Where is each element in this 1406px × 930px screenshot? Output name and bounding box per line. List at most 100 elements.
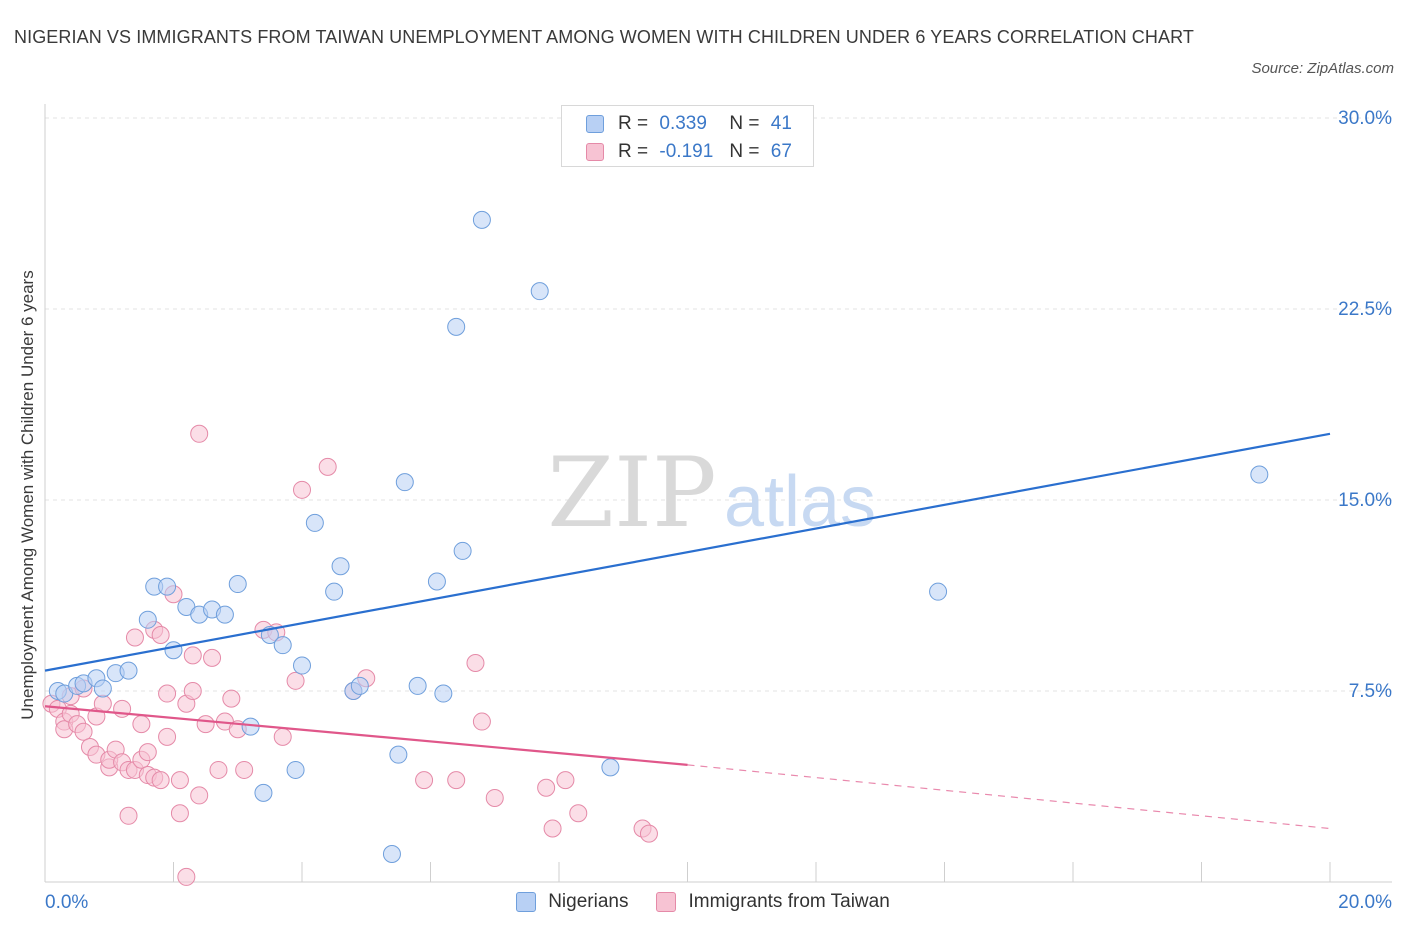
legend-swatch-pink <box>586 143 604 161</box>
nigerian-point <box>305 513 324 532</box>
nigerian-trend-line <box>44 432 1331 672</box>
nigerian-point <box>395 473 414 492</box>
nigerian-point <box>228 575 247 594</box>
legend-n-label: N = <box>729 141 760 162</box>
gridlines <box>45 117 1392 692</box>
nigerian-point <box>1250 465 1269 484</box>
series-legend: Nigerians Immigrants from Taiwan <box>0 888 1406 916</box>
nigerian-point <box>93 679 112 698</box>
taiwan-point <box>119 806 138 825</box>
nigerian-point <box>164 641 183 660</box>
nigerian-point <box>382 844 401 863</box>
tick-labels: 7.5% 15.0% 22.5% 30.0% 0.0% 20.0% <box>45 108 1392 913</box>
taiwan-trend-extension <box>687 764 1331 830</box>
taiwan-point <box>543 819 562 838</box>
taiwan-point <box>183 646 202 665</box>
nigerian-point <box>530 282 549 301</box>
nigerian-point <box>472 210 491 229</box>
watermark-zip: ZIP <box>547 437 716 549</box>
taiwan-point <box>158 727 177 746</box>
taiwan-point <box>151 625 170 644</box>
taiwan-point <box>183 682 202 700</box>
taiwan-point <box>170 804 189 823</box>
taiwan-point <box>556 771 575 790</box>
legend-n-value: 67 <box>770 141 792 162</box>
taiwan-point <box>415 771 434 790</box>
taiwan-point <box>537 778 556 797</box>
nigerian-point <box>350 676 369 695</box>
taiwan-point <box>466 653 485 672</box>
taiwan-point <box>286 671 305 690</box>
nigerian-point <box>929 582 948 601</box>
taiwan-point <box>293 480 311 499</box>
taiwan-point <box>639 824 658 843</box>
taiwan-point <box>447 771 466 790</box>
taiwan-point <box>485 788 504 807</box>
chart-source: Source: ZipAtlas.com <box>1251 60 1394 77</box>
legend-row-nigerians: R = 0.339 N = 41 <box>586 112 792 136</box>
nigerian-point <box>447 317 466 336</box>
legend-n-value: 41 <box>770 113 792 134</box>
taiwan-point <box>209 760 228 779</box>
nigerian-point <box>119 661 138 680</box>
x-tick-label: 0.0% <box>45 892 88 913</box>
axes <box>44 104 1392 883</box>
nigerian-point <box>138 610 157 629</box>
taiwan-point <box>177 867 196 886</box>
nigerian-point <box>325 582 344 601</box>
taiwan-point <box>158 684 177 703</box>
legend-r-label: R = <box>618 141 649 162</box>
taiwan-point <box>190 424 209 443</box>
nigerian-point <box>273 636 292 655</box>
y-tick-label: 15.0% <box>1338 490 1392 511</box>
taiwan-point <box>196 715 215 734</box>
taiwan-point <box>472 712 491 731</box>
legend-n-label: N = <box>729 113 760 134</box>
y-tick-label: 30.0% <box>1338 108 1392 129</box>
taiwan-point <box>203 648 222 667</box>
y-tick-label: 7.5% <box>1349 681 1392 702</box>
taiwan-point <box>235 760 254 779</box>
legend-row-taiwan: R = -0.191 N = 67 <box>586 140 792 164</box>
legend-r-label: R = <box>618 113 649 134</box>
watermark: ZIP atlas <box>547 437 876 549</box>
legend-swatch-blue <box>516 892 537 912</box>
taiwan-point <box>190 786 209 805</box>
taiwan-point <box>170 771 189 790</box>
legend-swatch-pink <box>656 892 677 912</box>
nigerian-point <box>389 745 408 764</box>
nigerian-point <box>453 541 472 560</box>
nigerian-point <box>286 760 305 779</box>
nigerian-point <box>427 572 446 591</box>
taiwan-point <box>125 628 144 647</box>
legend-item-taiwan[interactable]: Immigrants from Taiwan <box>656 891 890 913</box>
taiwan-point <box>273 727 292 746</box>
legend-label-taiwan: Immigrants from Taiwan <box>688 891 890 912</box>
taiwan-point <box>318 457 337 476</box>
taiwan-point <box>151 771 170 790</box>
taiwan-points <box>42 424 658 886</box>
correlation-legend: R = 0.339 N = 41 R = -0.191 N = 67 <box>561 105 814 167</box>
nigerian-point <box>215 605 234 624</box>
chart-title: NIGERIAN VS IMMIGRANTS FROM TAIWAN UNEMP… <box>14 27 1194 47</box>
taiwan-point <box>93 694 112 713</box>
taiwan-point <box>74 722 93 741</box>
legend-swatch-blue <box>586 115 604 133</box>
nigerian-point <box>293 656 311 675</box>
legend-r-value: 0.339 <box>659 113 707 134</box>
nigerian-points <box>48 210 1269 863</box>
watermark-atlas: atlas <box>724 462 876 542</box>
legend-r-value: -0.191 <box>659 141 714 162</box>
legend-label-nigerians: Nigerians <box>548 891 629 912</box>
taiwan-point <box>222 689 241 708</box>
nigerian-point <box>408 676 427 695</box>
legend-item-nigerians[interactable]: Nigerians <box>516 891 628 913</box>
y-tick-label: 22.5% <box>1338 299 1392 320</box>
x-tick-label: 20.0% <box>1338 892 1392 913</box>
taiwan-point <box>138 743 157 762</box>
taiwan-point <box>569 804 588 823</box>
taiwan-trend-line <box>44 705 688 766</box>
nigerian-point <box>601 758 620 777</box>
nigerian-point <box>254 783 273 802</box>
